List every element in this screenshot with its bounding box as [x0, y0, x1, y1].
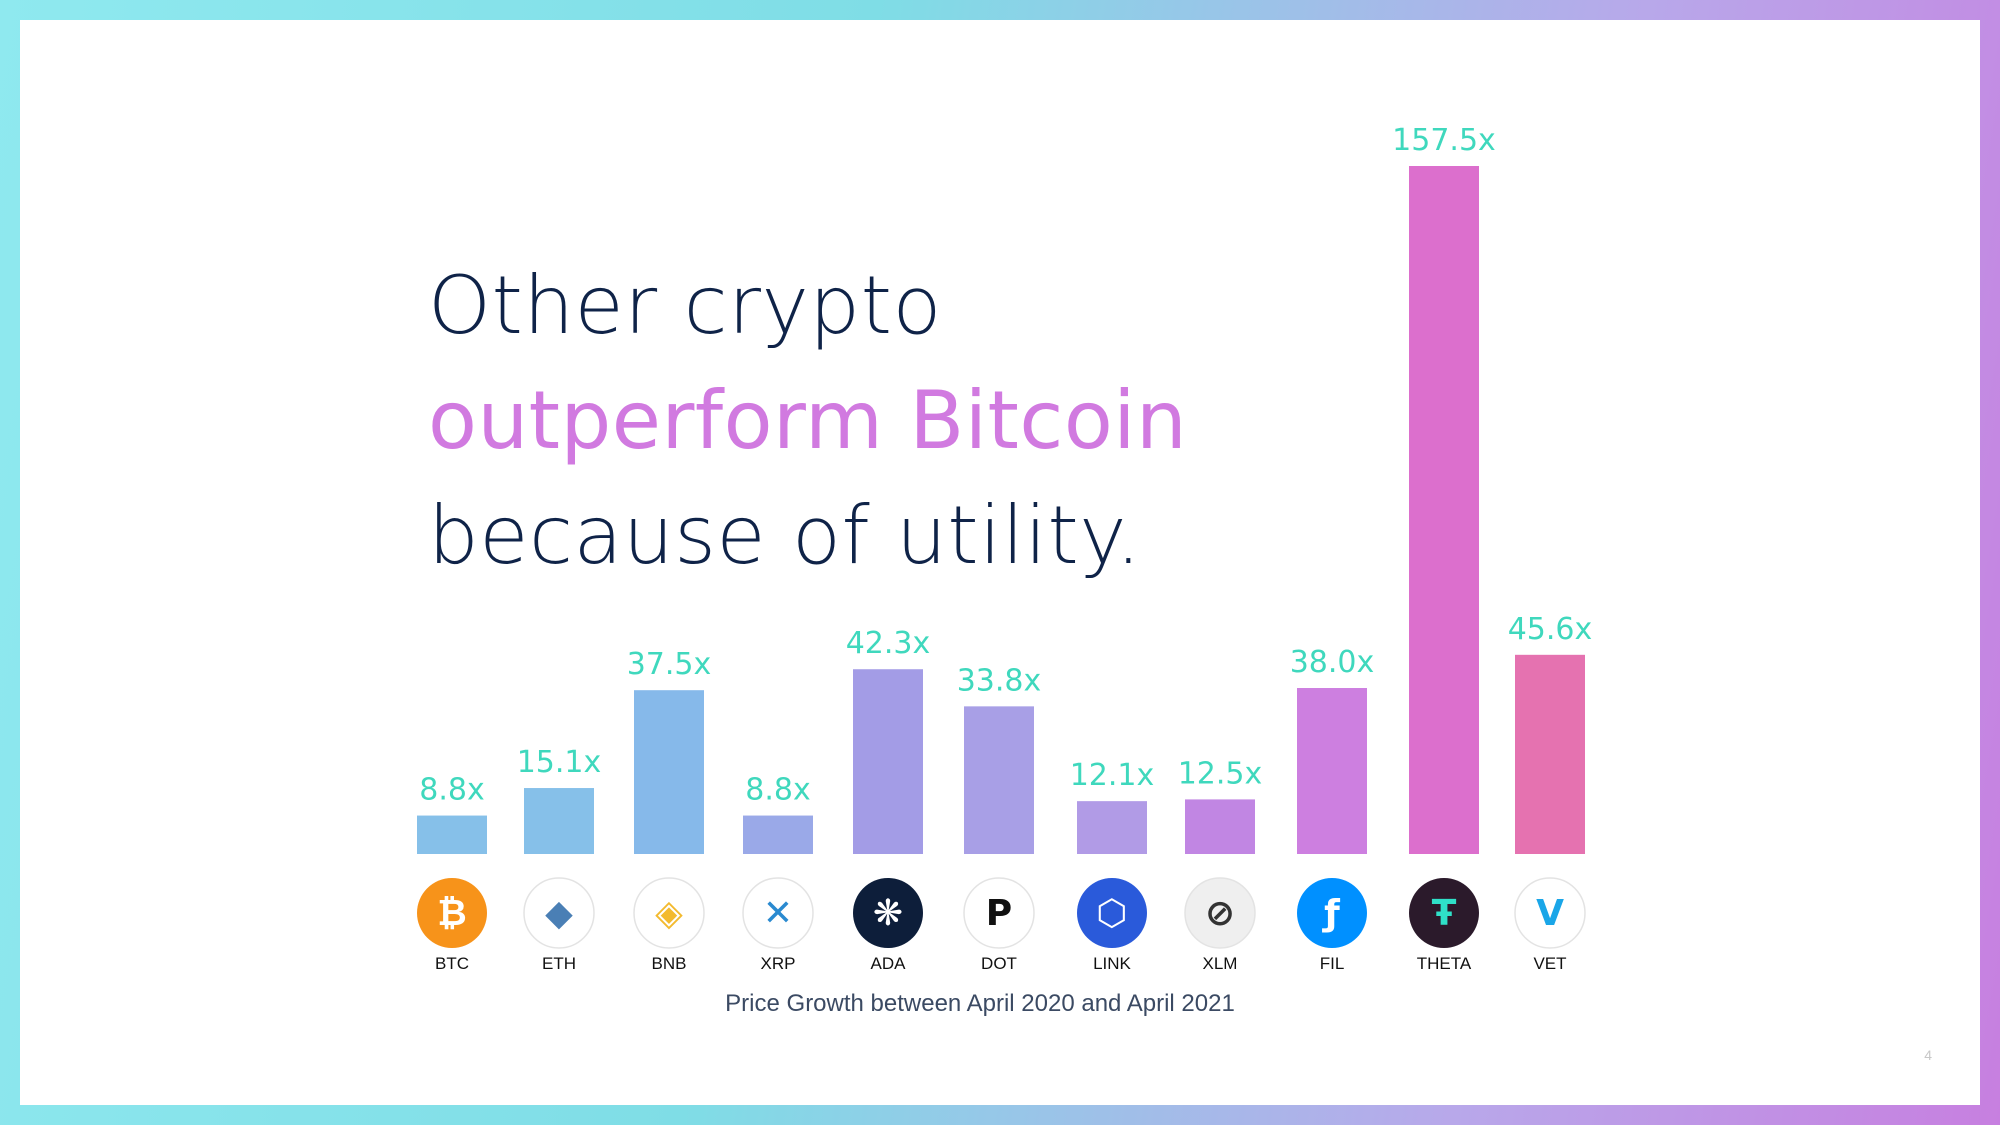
binance-icon-glyph: ◈: [655, 893, 683, 934]
polkadot-icon: [963, 877, 1035, 949]
stellar-icon-glyph: ⊘: [1205, 893, 1235, 934]
tick-label-xlm: XLM: [1203, 954, 1238, 973]
cardano-icon-glyph: ❋: [873, 893, 903, 934]
value-label-btc: 8.8x: [419, 773, 484, 808]
value-label-dot: 33.8x: [957, 663, 1042, 698]
bar-fil: [1297, 688, 1367, 854]
chart-caption: Price Growth between April 2020 and Apri…: [725, 990, 1235, 1017]
value-label-vet: 45.6x: [1508, 612, 1593, 647]
tick-label-dot: DOT: [981, 954, 1017, 973]
tick-label-theta: THETA: [1417, 954, 1472, 973]
value-label-xrp: 8.8x: [745, 773, 810, 808]
theta-icon-glyph: Ŧ: [1432, 893, 1457, 934]
tick-label-bnb: BNB: [652, 954, 687, 973]
filecoin-icon-glyph: ƒ: [1321, 893, 1340, 934]
xrp-icon-glyph: ✕: [763, 893, 793, 934]
value-label-xlm: 12.5x: [1178, 756, 1263, 791]
bar-btc: [417, 815, 487, 854]
theta-icon: [1409, 878, 1479, 948]
page-number: 4: [1924, 1047, 1932, 1063]
ethereum-icon-glyph: ◆: [545, 893, 573, 934]
bar-bnb: [634, 690, 704, 854]
binance-icon: [633, 877, 705, 949]
value-label-ada: 42.3x: [846, 626, 931, 661]
headline-line-3: because of utility.: [428, 489, 1142, 582]
headline-line-1: Other crypto: [428, 259, 942, 352]
bar-dot: [964, 706, 1034, 854]
bar-theta: [1409, 166, 1479, 854]
headline-line-2-accent: outperform Bitcoin: [428, 374, 1188, 467]
value-label-link: 12.1x: [1070, 758, 1155, 793]
vechain-icon-glyph: V: [1536, 893, 1564, 934]
value-label-eth: 15.1x: [517, 745, 602, 780]
ethereum-icon: [523, 877, 595, 949]
tick-label-eth: ETH: [542, 954, 576, 973]
xrp-icon: [742, 877, 814, 949]
value-label-bnb: 37.5x: [627, 647, 712, 682]
value-label-theta: 157.5x: [1392, 123, 1496, 158]
value-label-fil: 38.0x: [1290, 645, 1375, 680]
bar-link: [1077, 801, 1147, 854]
tick-label-fil: FIL: [1320, 954, 1345, 973]
tick-label-vet: VET: [1533, 954, 1566, 973]
tick-label-xrp: XRP: [761, 954, 796, 973]
tick-label-btc: BTC: [435, 954, 469, 973]
polkadot-icon-glyph: P: [986, 893, 1012, 934]
chainlink-icon-glyph: ⬡: [1096, 893, 1127, 934]
filecoin-icon: [1297, 878, 1367, 948]
bar-eth: [524, 788, 594, 854]
stellar-icon: [1184, 877, 1256, 949]
vechain-icon: [1514, 877, 1586, 949]
tick-label-link: LINK: [1093, 954, 1131, 973]
bitcoin-icon-glyph: ₿: [437, 893, 466, 934]
bitcoin-icon: [417, 878, 487, 948]
bar-xlm: [1185, 799, 1255, 854]
bar-xrp: [743, 815, 813, 854]
tick-label-ada: ADA: [871, 954, 907, 973]
bar-ada: [853, 669, 923, 854]
cardano-icon: [853, 878, 923, 948]
bar-vet: [1515, 654, 1585, 854]
chainlink-icon: [1077, 878, 1147, 948]
headline: Other crypto outperform Bitcoin because …: [428, 248, 1187, 593]
